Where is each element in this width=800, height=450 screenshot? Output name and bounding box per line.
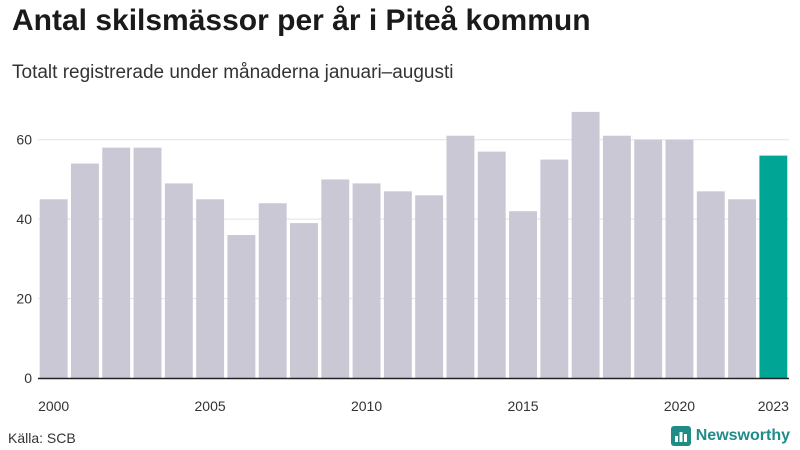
y-tick-label-40: 40 xyxy=(16,211,32,227)
bar-2021 xyxy=(696,191,725,378)
bar-2014 xyxy=(477,151,506,378)
bar-2022 xyxy=(728,199,757,378)
bar-chart-logo-icon xyxy=(670,426,691,446)
source-note: Källa: SCB xyxy=(8,430,76,446)
bar-2020 xyxy=(665,139,694,378)
y-tick-label-20: 20 xyxy=(16,291,32,307)
bars xyxy=(39,111,788,379)
bar-2017 xyxy=(571,111,600,379)
gridlines xyxy=(38,139,789,300)
bar-2000 xyxy=(39,199,68,378)
bar-2006 xyxy=(227,235,256,378)
x-tick-label-2010: 2010 xyxy=(351,398,382,414)
brand-name: Newsworthy xyxy=(695,427,790,444)
y-tick-label-0: 0 xyxy=(24,370,32,386)
bar-2007 xyxy=(258,203,287,378)
x-tick-label-2000: 2000 xyxy=(38,398,69,414)
bar-2012 xyxy=(415,195,444,378)
bar-2023 xyxy=(759,155,788,378)
axes: 0 20 40 60 2000 2005 2010 2015 2020 2023 xyxy=(16,132,789,414)
bar-2018 xyxy=(602,135,631,378)
bar-2009 xyxy=(321,179,350,378)
bar-2005 xyxy=(196,199,225,378)
bar-2004 xyxy=(164,183,193,378)
brand-logo: Newsworthy xyxy=(670,426,790,446)
bar-2008 xyxy=(290,223,318,378)
bar-2013 xyxy=(446,135,475,378)
chart-subtitle: Totalt registrerade under månaderna janu… xyxy=(12,62,454,83)
y-tick-label-60: 60 xyxy=(16,132,32,148)
x-tick-label-2015: 2015 xyxy=(507,398,538,414)
x-tick-label-2005: 2005 xyxy=(195,398,226,414)
bar-2001 xyxy=(70,163,99,378)
x-tick-label-2023: 2023 xyxy=(758,398,789,414)
bar-2003 xyxy=(133,147,162,378)
bar-2002 xyxy=(102,147,131,378)
bar-2015 xyxy=(509,211,537,378)
bar-2011 xyxy=(383,191,412,378)
x-tick-label-2020: 2020 xyxy=(664,398,695,414)
chart-title: Antal skilsmässor per år i Piteå kommun xyxy=(12,4,591,37)
bar-2010 xyxy=(352,183,381,378)
bar-2016 xyxy=(540,159,569,378)
bar-2019 xyxy=(634,139,663,378)
